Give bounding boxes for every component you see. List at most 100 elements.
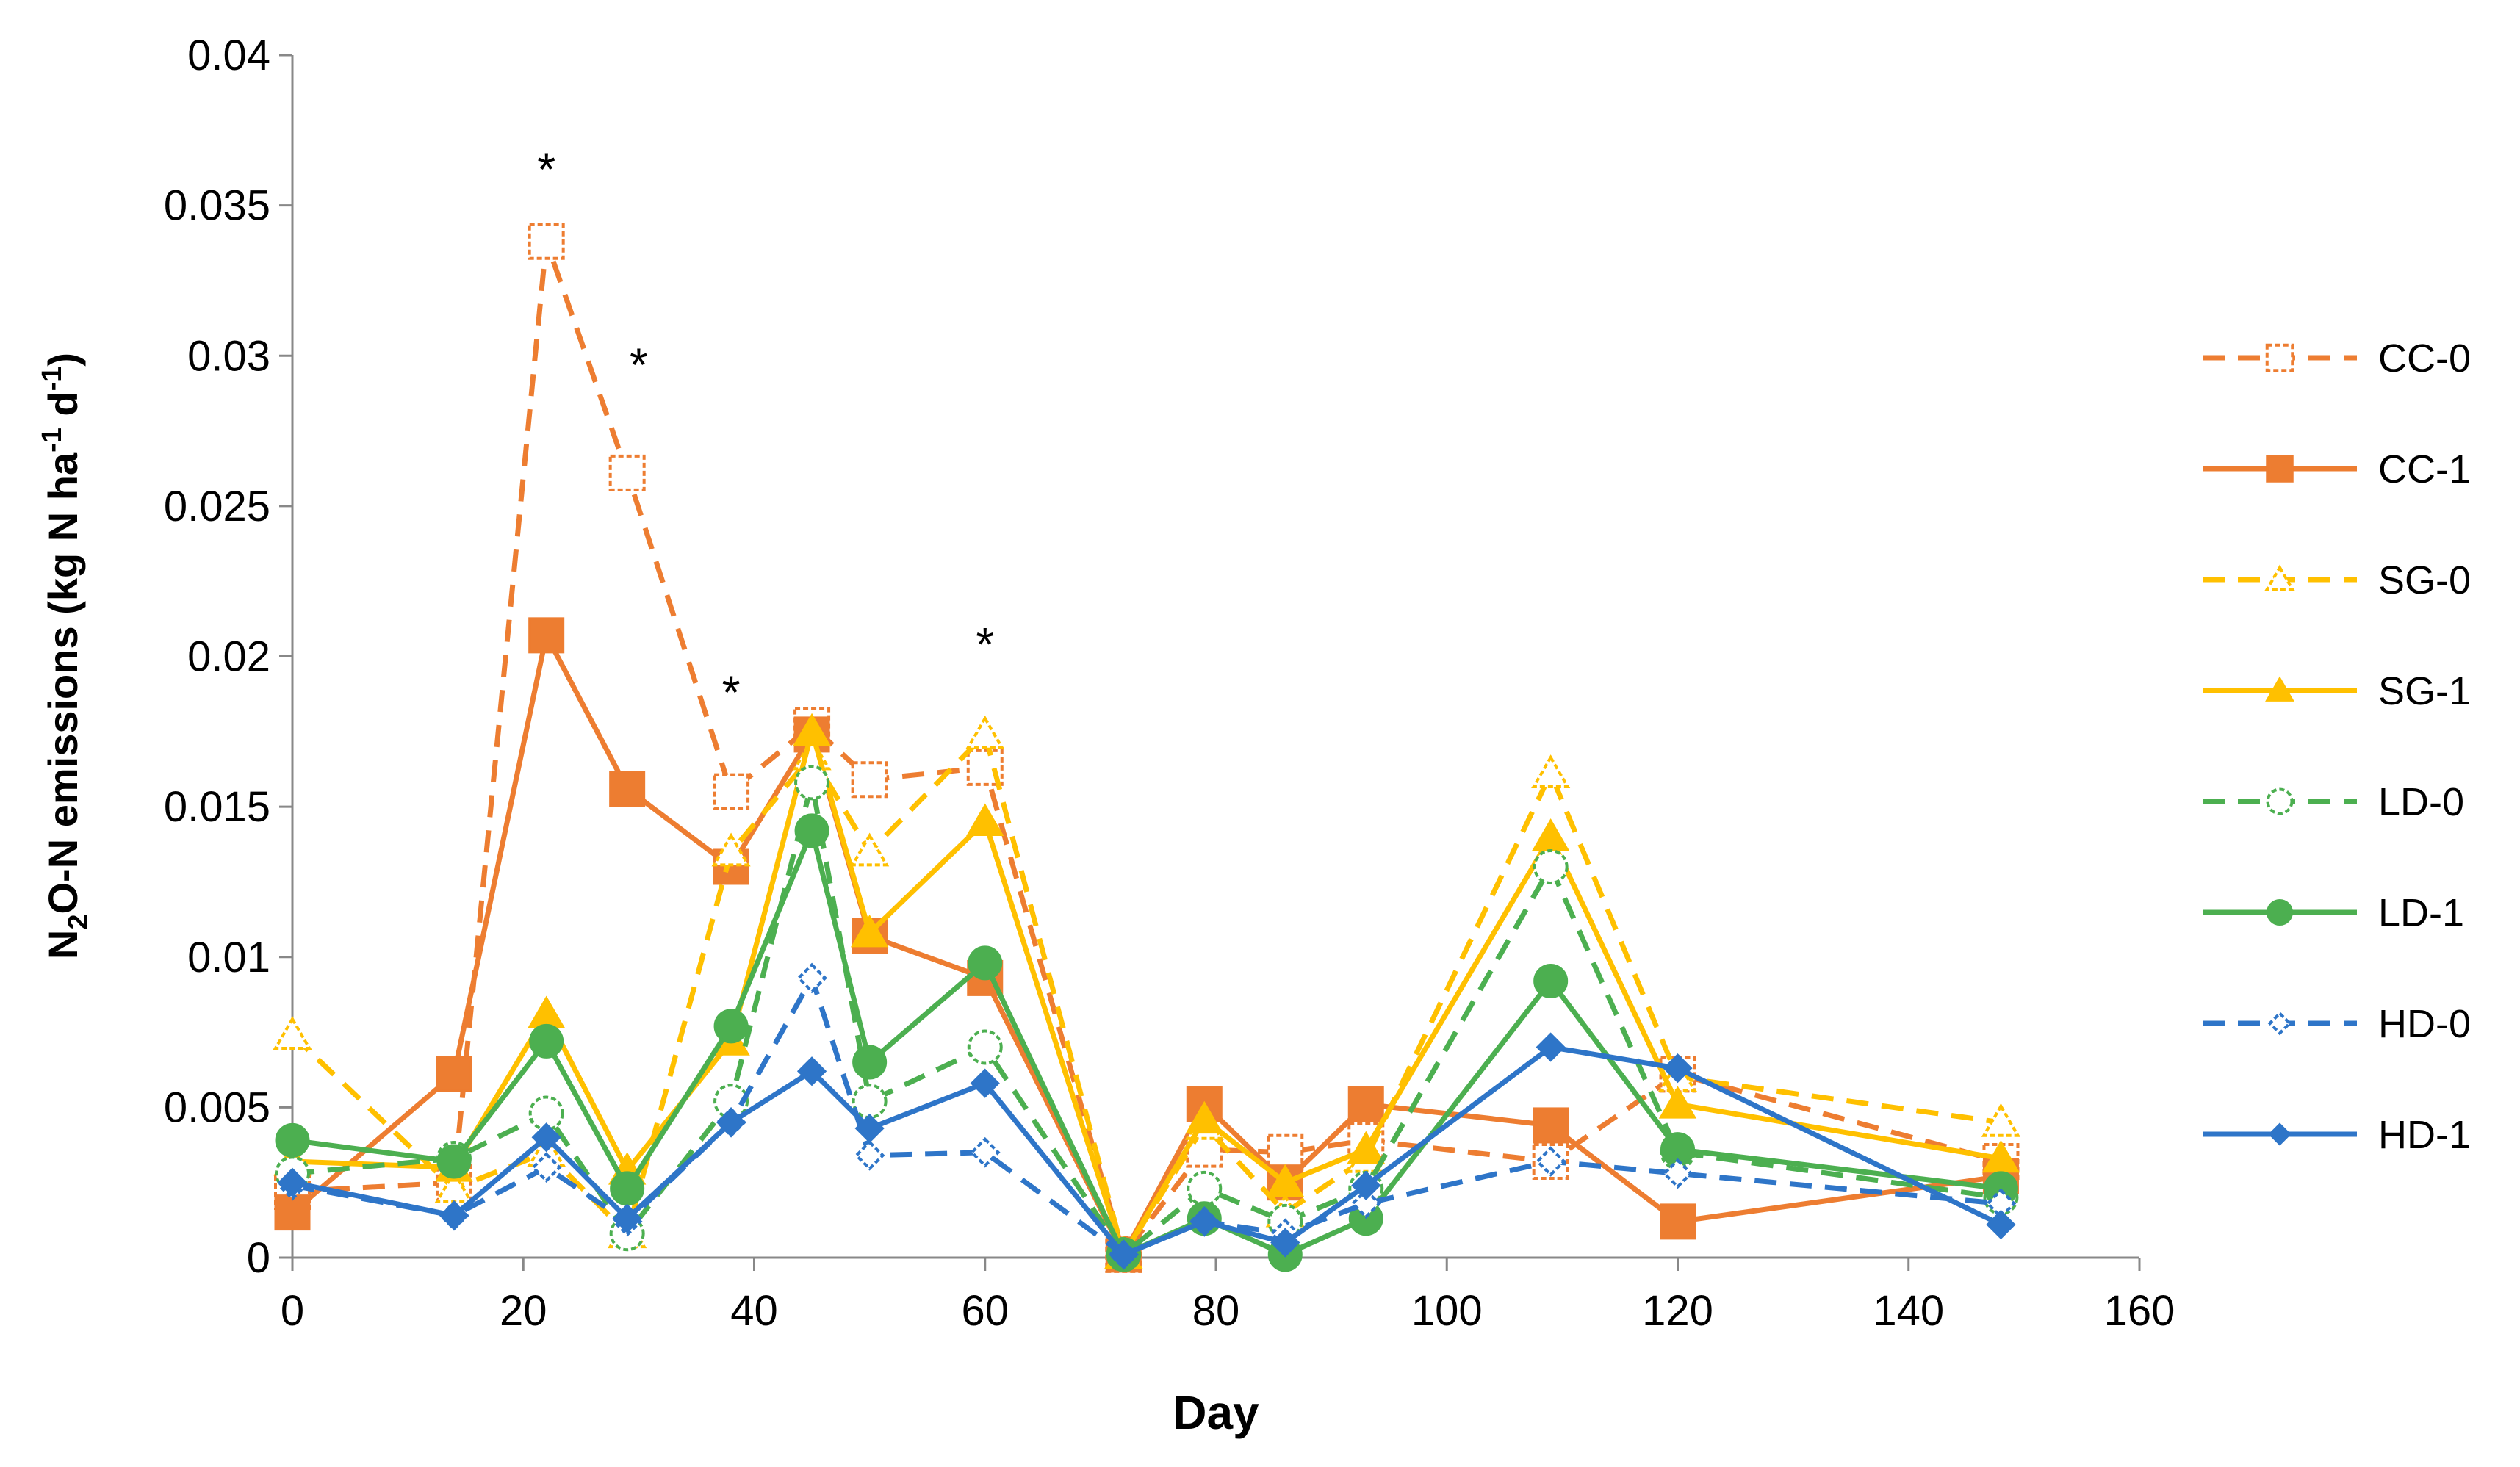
data-point-hd-1 (1663, 1053, 1693, 1084)
data-point-cc-0 (713, 773, 750, 810)
data-point-ld-0 (1533, 848, 1569, 884)
y-tick-label: 0 (247, 1234, 270, 1282)
y-ticks: 0 0.005 0.01 0.015 0.02 0.025 0.03 0.035 0.04 (164, 32, 292, 1282)
data-point-hd-1 (854, 1113, 885, 1144)
data-point-sg-1 (1658, 1086, 1697, 1119)
series-line-hd-0 (292, 975, 2001, 1258)
data-point-ld-1 (713, 1009, 749, 1044)
data-point-hd-0 (969, 1136, 1001, 1168)
y-tick-label: 0.015 (164, 783, 270, 831)
data-point-cc-1 (609, 771, 646, 807)
legend-marker (2267, 899, 2293, 926)
data-point-hd-1 (1536, 1032, 1566, 1062)
data-point-ld-1 (529, 1023, 564, 1059)
data-point-cc-1 (1660, 1203, 1696, 1240)
legend-marker (2265, 676, 2294, 702)
data-point-ld-1 (275, 1122, 310, 1158)
data-point-sg-1 (1347, 1131, 1385, 1164)
data-point-sg-0 (273, 1016, 312, 1050)
y-tick-label: 0.03 (187, 332, 270, 380)
y-title-end: ) (40, 353, 86, 367)
data-point-hd-1 (796, 1056, 827, 1086)
legend-label: CC-1 (2378, 447, 2471, 491)
data-point-cc-0 (851, 761, 888, 799)
significance-marker: * (722, 666, 741, 719)
series-ld-1 (275, 813, 2018, 1272)
data-point-hd-1 (531, 1122, 561, 1153)
x-tick-label: 160 (2104, 1287, 2175, 1335)
legend-label: LD-1 (2378, 891, 2464, 935)
x-tick-label: 60 (961, 1287, 1009, 1335)
data-point-sg-1 (1531, 818, 1570, 851)
y-tick-label: 0.01 (187, 934, 270, 981)
data-point-hd-1 (970, 1068, 1000, 1098)
legend: CC-0 CC-1 SG-0 SG-1 LD-0 LD-1 HD-0 HD-1 (2203, 336, 2471, 1157)
series-group (273, 223, 2021, 1273)
data-point-sg-0 (965, 715, 1005, 749)
data-point-cc-1 (1533, 1107, 1569, 1144)
data-point-hd-1 (1351, 1170, 1381, 1200)
legend-item-cc-1: CC-1 (2203, 447, 2471, 491)
y-tick-label: 0.02 (187, 633, 270, 681)
data-point-ld-1 (794, 813, 829, 848)
x-axis-title: Day (1173, 1386, 1259, 1439)
data-point-ld-1 (610, 1171, 645, 1206)
legend-label: CC-0 (2378, 336, 2471, 381)
x-tick-label: 20 (500, 1287, 547, 1335)
legend-marker (2265, 343, 2294, 372)
series-sg-1 (273, 713, 2020, 1269)
data-point-sg-0 (1531, 754, 1571, 788)
legend-item-cc-0: CC-0 (2203, 336, 2471, 381)
x-ticks: 0 20 40 60 80 100 120 140 160 (281, 1258, 2175, 1335)
y-tick-label: 0.025 (164, 483, 270, 530)
y-tick-label: 0.035 (164, 182, 270, 230)
legend-label: HD-0 (2378, 1002, 2471, 1046)
data-point-sg-1 (850, 914, 889, 948)
data-point-hd-1 (1109, 1239, 1139, 1270)
data-point-cc-1 (436, 1056, 472, 1092)
data-point-sg-0 (850, 832, 890, 867)
y-tick-label: 0.04 (187, 32, 270, 79)
legend-label: SG-0 (2378, 558, 2471, 602)
x-tick-label: 40 (730, 1287, 778, 1335)
data-point-hd-1 (277, 1167, 308, 1197)
legend-item-hd-0: HD-0 (2203, 1002, 2471, 1046)
data-point-ld-1 (968, 945, 1003, 981)
data-point-cc-0 (608, 454, 646, 491)
series-hd-1 (277, 1032, 2016, 1270)
x-tick-label: 140 (1873, 1287, 1944, 1335)
data-point-ld-0 (967, 1029, 1003, 1065)
y-title-base: N (40, 930, 86, 959)
x-tick-label: 100 (1411, 1287, 1483, 1335)
x-tick-label: 80 (1192, 1287, 1240, 1335)
legend-item-hd-1: HD-1 (2203, 1113, 2471, 1157)
data-point-ld-0 (794, 765, 830, 801)
significance-marker: * (630, 339, 648, 392)
data-point-sg-0 (1981, 1103, 2021, 1137)
y-axis-title: N2O-N emissions (kg N ha-1 d-1) (37, 353, 94, 959)
x-tick-label: 120 (1642, 1287, 1713, 1335)
y-tick-label: 0.005 (164, 1084, 270, 1131)
data-point-hd-1 (1189, 1206, 1220, 1237)
data-point-hd-0 (854, 1140, 885, 1171)
data-point-hd-1 (612, 1203, 642, 1233)
data-point-cc-0 (528, 223, 565, 260)
data-point-cc-1 (528, 617, 565, 654)
data-point-hd-0 (796, 962, 827, 994)
data-point-ld-1 (852, 1045, 888, 1080)
series-sg-0 (273, 715, 2021, 1269)
legend-marker (2266, 787, 2294, 815)
data-point-sg-1 (1185, 1100, 1223, 1134)
data-point-ld-0 (1187, 1170, 1223, 1206)
data-point-hd-0 (530, 1152, 562, 1183)
legend-item-ld-1: LD-1 (2203, 891, 2464, 935)
data-point-hd-1 (1986, 1209, 2016, 1240)
y-title-sup2: -1 (37, 367, 68, 392)
data-point-hd-0 (1350, 1188, 1382, 1219)
y-title-sup1: -1 (37, 428, 68, 453)
legend-marker (2266, 455, 2294, 483)
y-title-mid2: d (40, 391, 86, 428)
x-tick-label: 0 (281, 1287, 304, 1335)
y-title-mid: O-N emissions (kg N ha (40, 452, 86, 914)
